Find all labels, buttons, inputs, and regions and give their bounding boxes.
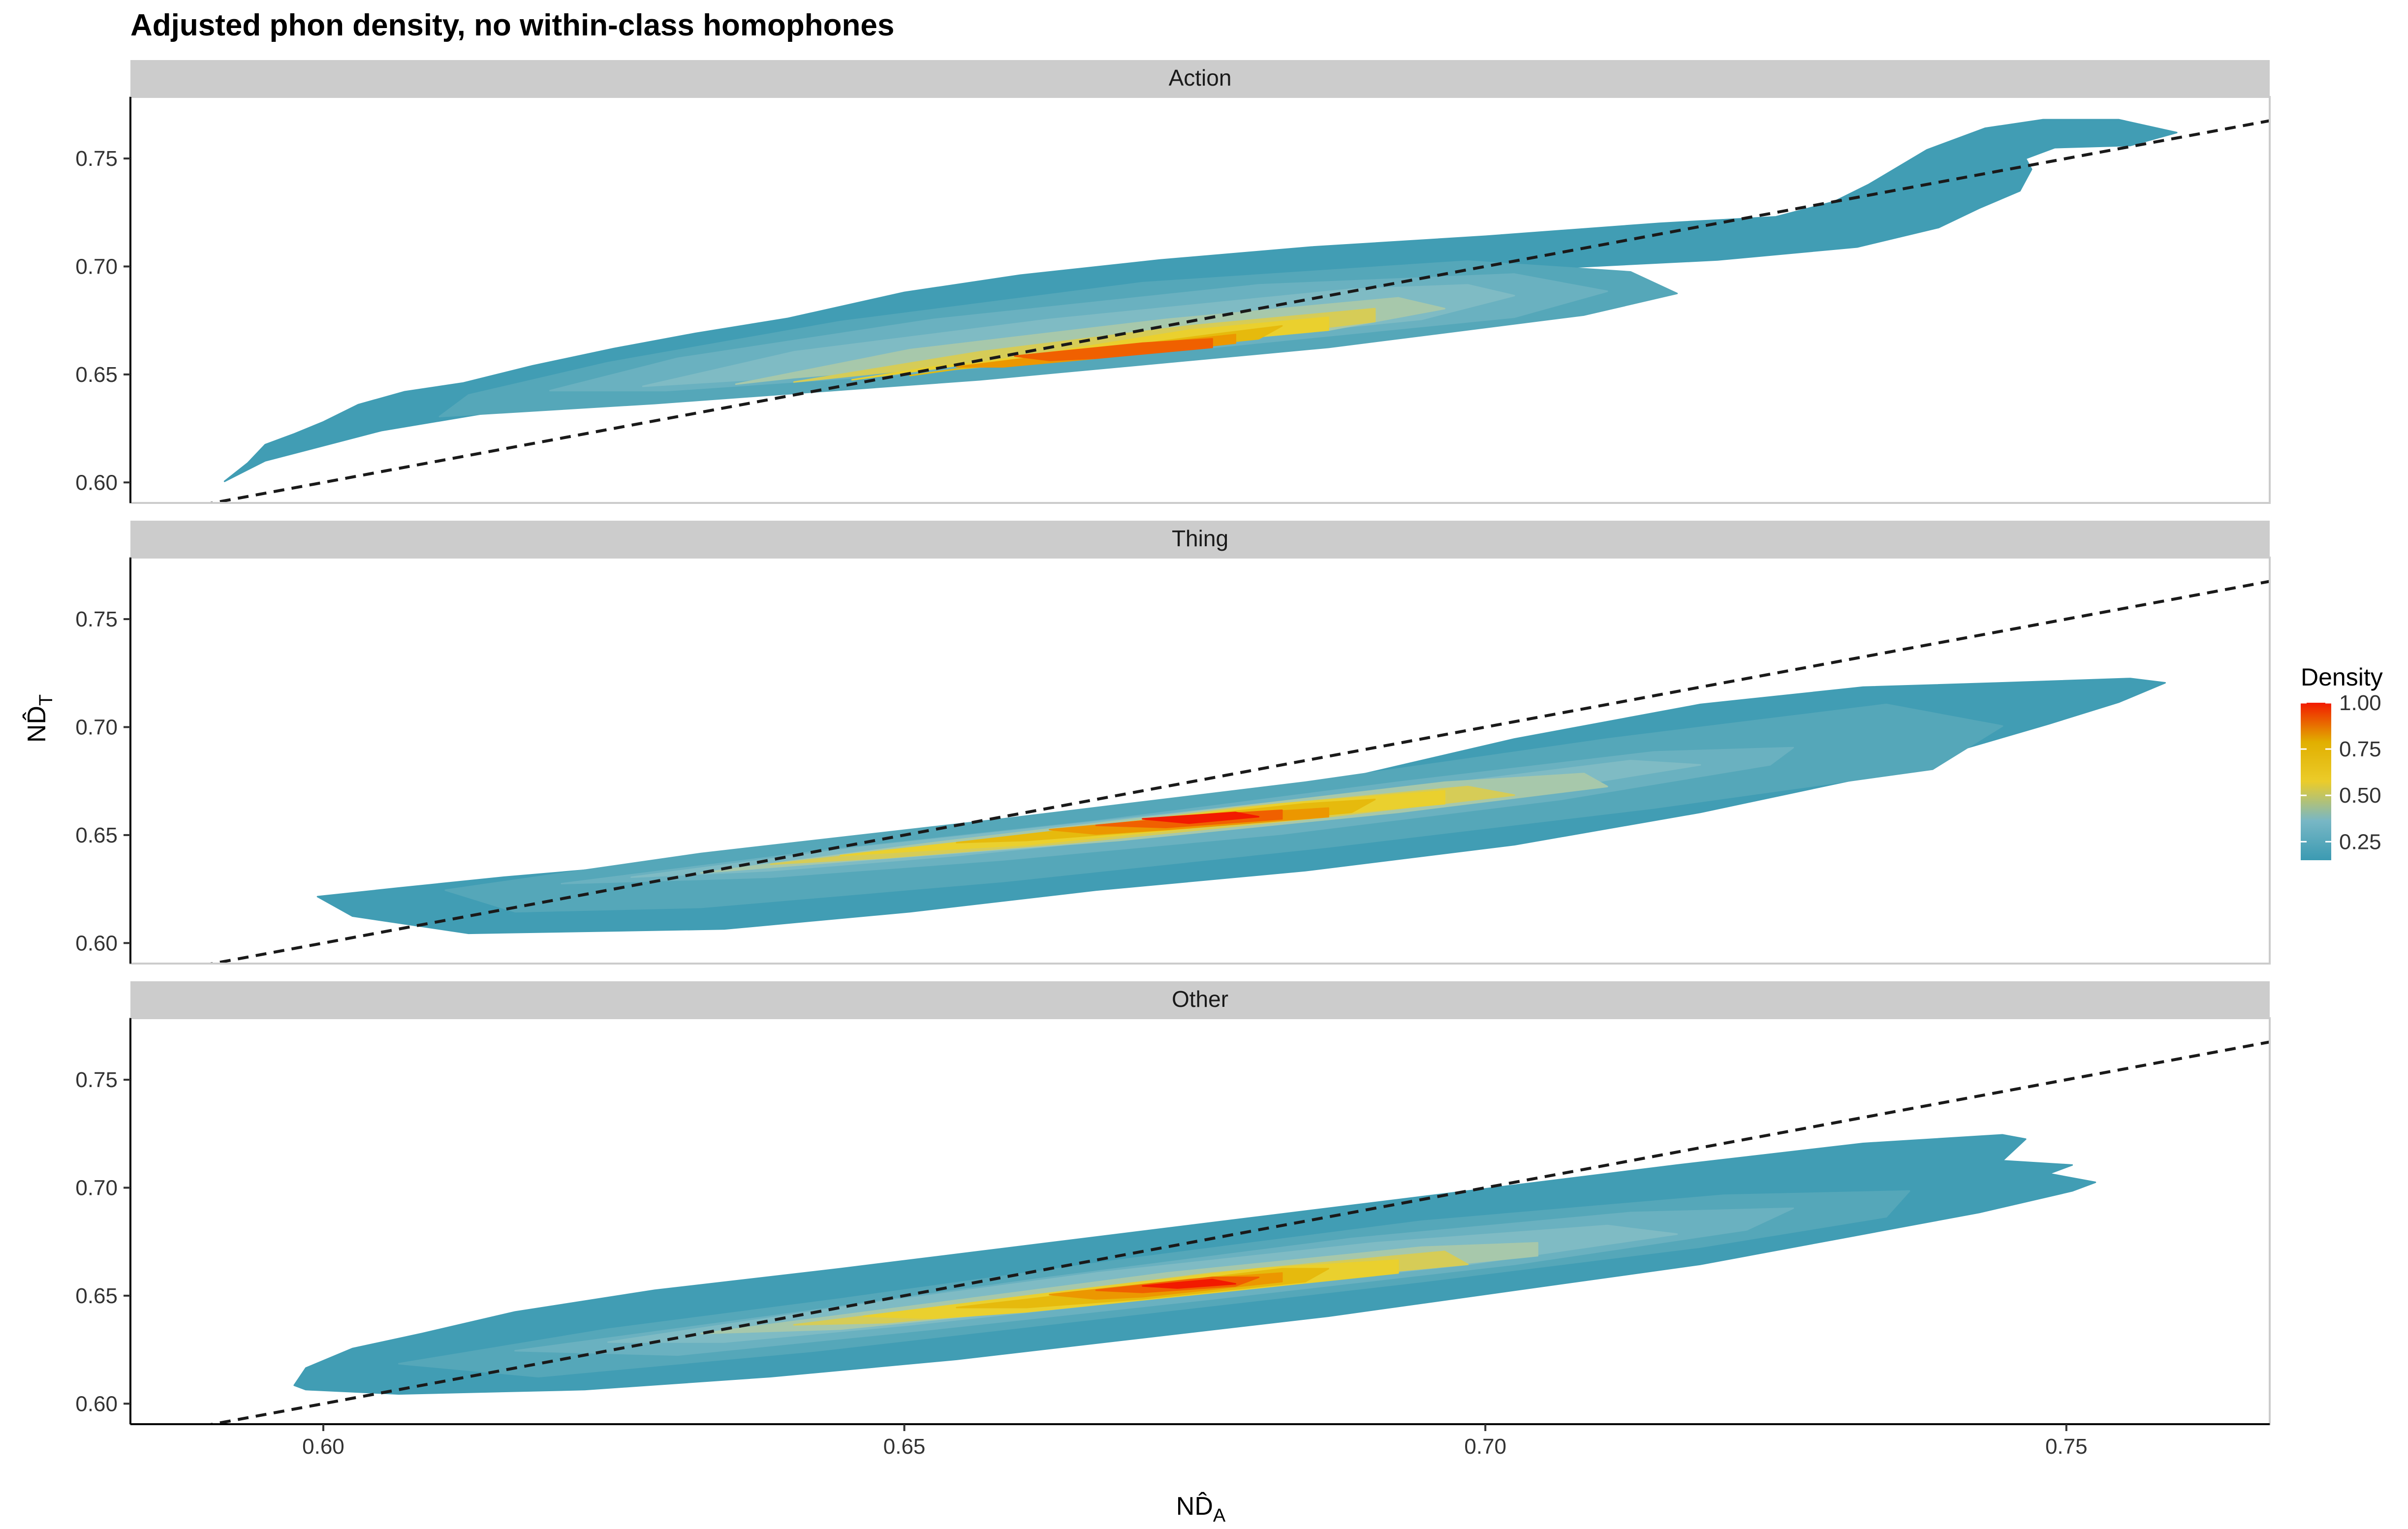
facet-strip	[130, 60, 2270, 97]
legend-colorbar	[2301, 703, 2331, 860]
y-tick-label: 0.75	[75, 1068, 118, 1092]
density-band-10	[1014, 338, 1213, 361]
facet-panel-other: Other 0.60 0.65 0.70 0.75	[75, 981, 2271, 1425]
y-tick-label: 0.75	[75, 147, 118, 171]
x-tick-label: 0.60	[302, 1435, 344, 1459]
x-tick-label: 0.65	[883, 1435, 926, 1459]
reference-line	[205, 119, 2270, 503]
facet-panel-thing: Thing 0.60 0.65 0.70 0.75	[75, 521, 2271, 965]
reference-line	[205, 1040, 2270, 1424]
facet-strip-label: Action	[1169, 65, 1232, 91]
y-tick-label: 0.65	[75, 1284, 118, 1308]
y-tick-label: 0.65	[75, 823, 118, 847]
chart-title: Adjusted phon density, no within-class h…	[130, 8, 894, 42]
facet-panels: Action 0.60 0.65 0.70 0.75 Thing 0.60 0.65 0.70 0…	[75, 60, 2271, 1425]
y-tick-label: 0.60	[75, 1392, 118, 1416]
y-tick-label: 0.75	[75, 607, 118, 631]
facet-panel-action: Action 0.60 0.65 0.70 0.75	[75, 60, 2271, 504]
x-tick-label: 0.75	[2045, 1435, 2088, 1459]
y-axis-title-sub: T	[36, 694, 57, 706]
density-legend: Density 0.25 0.50 0.75 1.00	[2301, 663, 2383, 860]
facet-strip	[130, 981, 2270, 1018]
legend-title: Density	[2301, 663, 2383, 691]
plot-area	[205, 119, 2270, 503]
y-tick-label: 0.70	[75, 254, 118, 279]
x-tick-label: 0.70	[1464, 1435, 1506, 1459]
facet-strip-label: Thing	[1172, 526, 1228, 551]
reference-line	[205, 580, 2270, 964]
y-tick-label: 0.70	[75, 1176, 118, 1200]
x-axis-title: ND̂A	[1176, 1491, 1226, 1526]
legend-tick-label: 1.00	[2339, 691, 2381, 715]
y-tick-label: 0.65	[75, 363, 118, 387]
density-band-11	[1142, 811, 1260, 824]
y-tick-label: 0.70	[75, 715, 118, 739]
x-axis-title-sub: A	[1213, 1505, 1226, 1526]
legend-tick-label: 0.25	[2339, 830, 2381, 854]
y-tick-label: 0.60	[75, 931, 118, 955]
y-axis-title-main: ND̂	[22, 706, 51, 743]
x-axis-title-main: ND̂	[1176, 1491, 1213, 1521]
plot-area	[205, 1040, 2270, 1424]
x-axis: 0.60 0.65 0.70 0.75	[130, 1423, 2270, 1459]
facet-strip-label: Other	[1172, 986, 1228, 1012]
y-tick-label: 0.60	[75, 470, 118, 495]
density-band-11	[1142, 1279, 1236, 1289]
legend-tick-label: 0.50	[2339, 783, 2381, 808]
legend-tick-label: 0.75	[2339, 737, 2381, 761]
facet-strip	[130, 521, 2270, 558]
plot-area	[205, 580, 2270, 964]
legend-ticks: 0.25 0.50 0.75 1.00	[2301, 691, 2381, 854]
y-axis-title: ND̂T	[22, 694, 57, 743]
